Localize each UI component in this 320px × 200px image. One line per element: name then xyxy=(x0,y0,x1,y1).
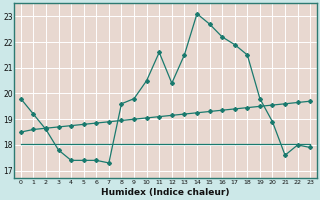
X-axis label: Humidex (Indice chaleur): Humidex (Indice chaleur) xyxy=(101,188,230,197)
